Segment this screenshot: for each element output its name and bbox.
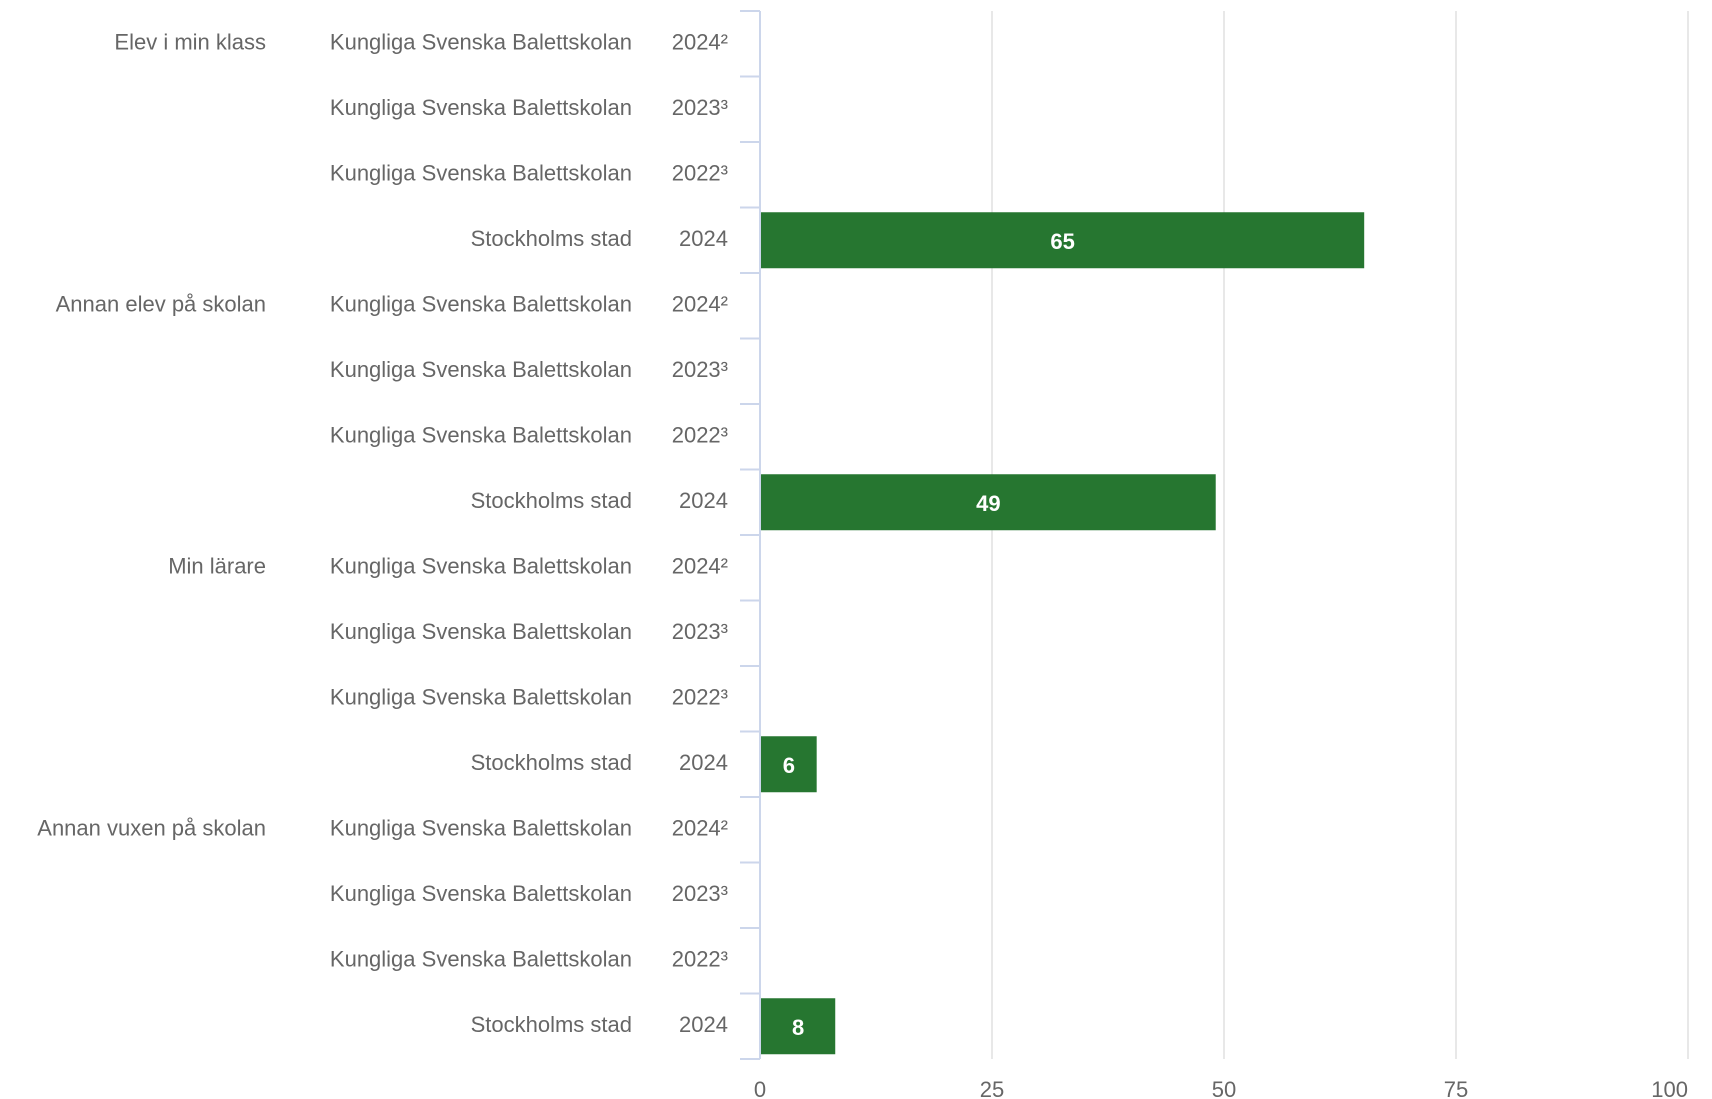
year-label: 2022³ — [672, 685, 728, 710]
year-label: 2022³ — [672, 161, 728, 186]
year-label: 2023³ — [672, 619, 728, 644]
category-label: Kungliga Svenska Balettskolan — [330, 95, 632, 120]
category-label: Kungliga Svenska Balettskolan — [330, 423, 632, 448]
category-label: Kungliga Svenska Balettskolan — [330, 161, 632, 186]
bar — [761, 212, 1365, 269]
year-label: 2024² — [672, 554, 728, 579]
bar — [761, 998, 836, 1055]
category-label: Kungliga Svenska Balettskolan — [330, 685, 632, 710]
category-label: Stockholms stad — [471, 1012, 632, 1037]
category-label: Stockholms stad — [471, 226, 632, 251]
category-label: Stockholms stad — [471, 488, 632, 513]
category-label: Kungliga Svenska Balettskolan — [330, 357, 632, 382]
year-label: 2024 — [679, 750, 728, 775]
year-label: 2023³ — [672, 881, 728, 906]
group-label: Annan vuxen på skolan — [37, 816, 266, 841]
year-label: 2024 — [679, 488, 728, 513]
year-label: 2024 — [679, 226, 728, 251]
year-label: 2022³ — [672, 947, 728, 972]
category-label: Stockholms stad — [471, 750, 632, 775]
year-label: 2022³ — [672, 423, 728, 448]
bar — [761, 736, 817, 793]
x-tick-label: 100 — [1651, 1077, 1688, 1099]
group-label: Elev i min klass — [114, 30, 266, 55]
group-label: Annan elev på skolan — [56, 292, 266, 317]
year-label: 2023³ — [672, 95, 728, 120]
year-label: 2024 — [679, 1012, 728, 1037]
category-label: Kungliga Svenska Balettskolan — [330, 816, 632, 841]
x-tick-label: 25 — [980, 1077, 1004, 1099]
year-label: 2024² — [672, 30, 728, 55]
category-label: Kungliga Svenska Balettskolan — [330, 292, 632, 317]
x-tick-label: 50 — [1212, 1077, 1236, 1099]
value-label: 65 — [1050, 229, 1074, 254]
value-label: 49 — [976, 491, 1000, 516]
year-label: 2024² — [672, 292, 728, 317]
year-label: 2024² — [672, 816, 728, 841]
group-label: Min lärare — [168, 554, 266, 579]
x-tick-label: 0 — [754, 1077, 766, 1099]
category-label: Kungliga Svenska Balettskolan — [330, 30, 632, 55]
category-label: Kungliga Svenska Balettskolan — [330, 554, 632, 579]
value-label: 6 — [783, 753, 795, 778]
category-label: Kungliga Svenska Balettskolan — [330, 881, 632, 906]
category-label: Kungliga Svenska Balettskolan — [330, 619, 632, 644]
x-tick-label: 75 — [1444, 1077, 1468, 1099]
bar — [761, 474, 1216, 531]
value-label: 8 — [792, 1015, 804, 1040]
year-label: 2023³ — [672, 357, 728, 382]
category-label: Kungliga Svenska Balettskolan — [330, 947, 632, 972]
